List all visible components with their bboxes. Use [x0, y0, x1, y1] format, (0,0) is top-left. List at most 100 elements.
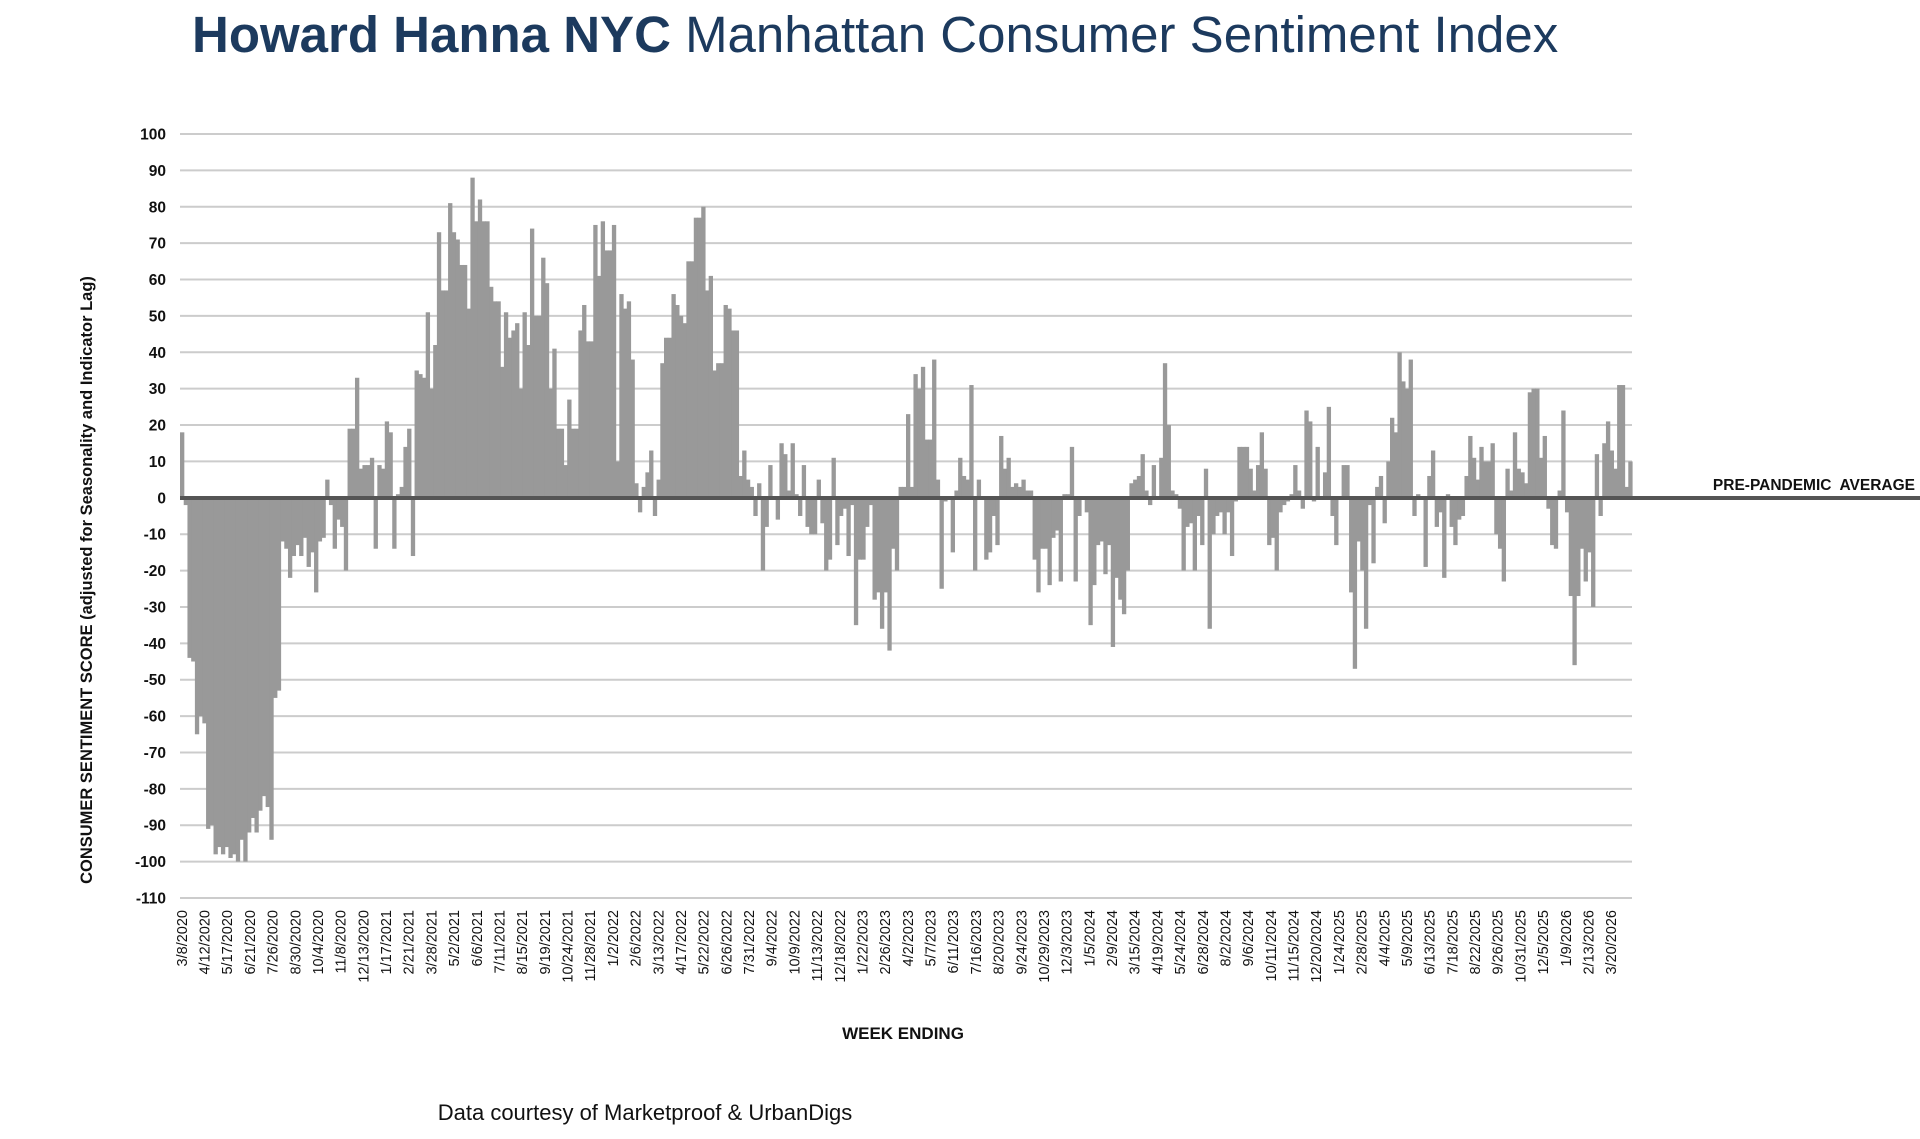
bar [336, 497, 341, 520]
bar [1125, 497, 1130, 571]
bar [351, 428, 356, 498]
bar [1099, 497, 1104, 542]
x-tick-label: 3/15/2024 [1128, 910, 1144, 975]
bar [187, 497, 192, 658]
bar [369, 457, 375, 498]
bar [299, 497, 304, 557]
bar [1494, 497, 1499, 535]
bar [425, 312, 431, 498]
bar [1192, 497, 1197, 571]
bar [1438, 497, 1443, 513]
bar [384, 421, 390, 498]
bar [1326, 406, 1332, 498]
bar [1531, 388, 1536, 498]
bar [1527, 392, 1533, 498]
bar [656, 479, 661, 498]
bar [906, 414, 911, 498]
bar [1457, 497, 1462, 520]
bar [451, 232, 457, 498]
bar [731, 330, 736, 498]
bar [395, 494, 401, 498]
x-tick-label: 11/28/2021 [583, 910, 599, 982]
bar [462, 264, 468, 498]
x-tick-label: 1/17/2021 [379, 910, 395, 975]
bar [1196, 497, 1201, 516]
bar [1084, 497, 1090, 513]
bar [712, 370, 717, 498]
bar [436, 232, 442, 498]
bar [1598, 497, 1603, 516]
x-tick-label: 11/15/2024 [1287, 910, 1303, 982]
bar [1185, 497, 1190, 527]
bar [507, 337, 512, 498]
x-tick-label: 3/13/2022 [651, 910, 667, 975]
bar [470, 177, 475, 498]
bar [1524, 483, 1529, 498]
bar [1188, 497, 1194, 524]
x-tick-label: 8/22/2025 [1468, 910, 1484, 975]
bar [1144, 490, 1149, 498]
y-tick-label: 90 [149, 163, 166, 180]
bar [872, 497, 877, 600]
bar [448, 203, 453, 498]
bar [1553, 497, 1559, 549]
bar [422, 377, 427, 498]
y-tick-label: -10 [144, 527, 166, 544]
bar [1255, 465, 1261, 498]
bar [1013, 483, 1019, 498]
bar [362, 465, 367, 498]
bar [548, 388, 553, 498]
bar [258, 497, 263, 811]
bar [1207, 497, 1212, 629]
bar [939, 497, 944, 589]
bar [1136, 475, 1142, 498]
bar [302, 497, 308, 538]
bar [582, 304, 587, 498]
bar [567, 399, 572, 498]
bar [373, 497, 378, 549]
x-tick-label: 10/11/2024 [1264, 910, 1280, 982]
bar [835, 497, 840, 546]
y-tick-label: 50 [149, 308, 166, 325]
bar [783, 454, 788, 498]
bar [842, 497, 848, 509]
bar [883, 497, 888, 593]
bar [500, 366, 505, 498]
bar [1483, 461, 1488, 498]
x-tick-label: 4/4/2025 [1377, 910, 1393, 966]
bar [559, 428, 565, 498]
bar [429, 388, 434, 498]
bar [969, 385, 974, 498]
bar [440, 290, 445, 498]
bar [1557, 490, 1562, 498]
bar [585, 341, 591, 498]
bar [645, 472, 650, 498]
bar [250, 497, 256, 818]
bar [991, 497, 996, 516]
bar [533, 315, 539, 498]
x-tick-label: 4/17/2022 [674, 910, 690, 975]
bar [1322, 472, 1328, 498]
bar [812, 497, 818, 535]
bar [1613, 468, 1618, 498]
bar [637, 497, 643, 513]
x-tick-label: 1/24/2025 [1332, 910, 1348, 975]
x-tick-label: 8/30/2020 [288, 910, 304, 975]
bar [399, 486, 404, 498]
bar [280, 497, 285, 542]
bar [623, 308, 628, 498]
bar [1300, 497, 1305, 509]
bar [608, 250, 613, 498]
x-tick-label: 12/3/2023 [1060, 910, 1076, 975]
x-tick-label: 5/17/2020 [220, 910, 236, 975]
bar [1032, 497, 1037, 560]
bar [381, 468, 386, 498]
bar [1334, 497, 1339, 546]
y-tick-label: 40 [149, 345, 166, 362]
bar [1148, 497, 1153, 506]
bar [1043, 497, 1049, 549]
bar [987, 497, 993, 553]
bar [366, 465, 371, 498]
bar [444, 290, 449, 498]
